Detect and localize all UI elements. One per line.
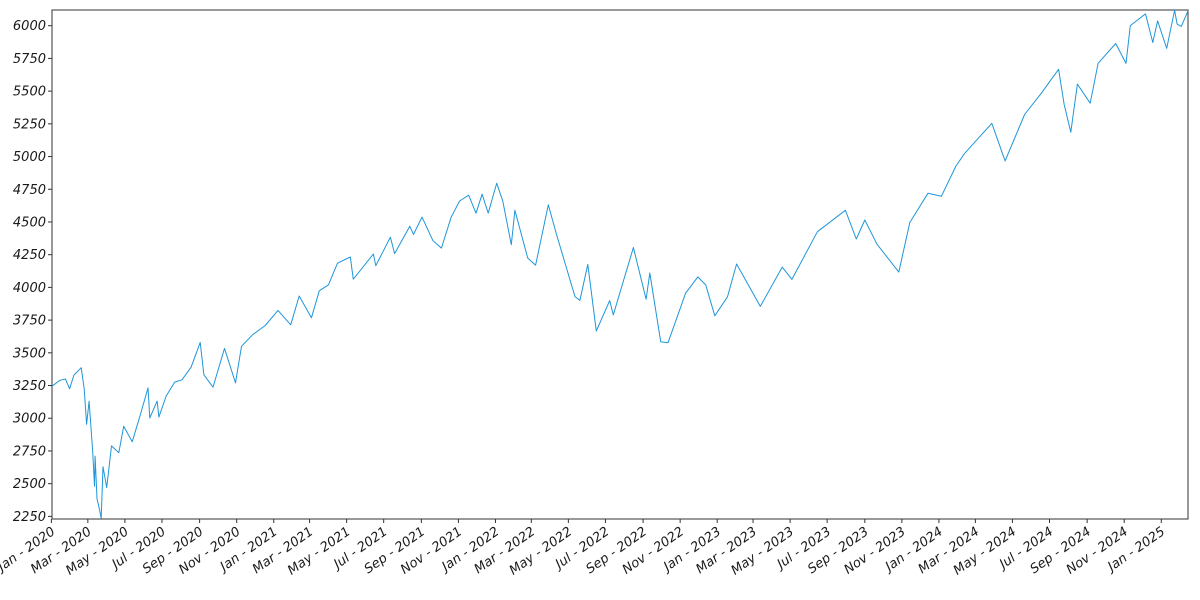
y-tick-label: 3250	[13, 379, 46, 394]
y-tick-label: 4500	[13, 215, 46, 230]
y-tick-label: 3000	[13, 412, 46, 427]
price-series-line	[51, 9, 1189, 519]
y-tick-label: 4000	[13, 281, 46, 296]
y-tick-label: 4250	[13, 248, 46, 263]
y-tick-label: 3750	[13, 314, 46, 329]
y-tick-label: 5250	[13, 117, 46, 132]
y-tick-label: 5750	[13, 52, 46, 67]
plot-area-frame	[51, 9, 1189, 520]
y-tick-label: 2750	[13, 444, 46, 459]
y-axis: 2250 2500 2750 3000 3250 3500 3750 4000 4250 4500…	[13, 19, 52, 525]
y-tick-label: 5500	[13, 85, 46, 100]
y-tick-label: 2500	[13, 477, 46, 492]
y-tick-label: 4750	[13, 183, 46, 198]
y-tick-label: 5000	[13, 150, 46, 165]
y-tick-label: 2250	[13, 510, 46, 525]
y-tick-label: 3500	[13, 346, 46, 361]
y-tick-label: 6000	[13, 19, 46, 34]
